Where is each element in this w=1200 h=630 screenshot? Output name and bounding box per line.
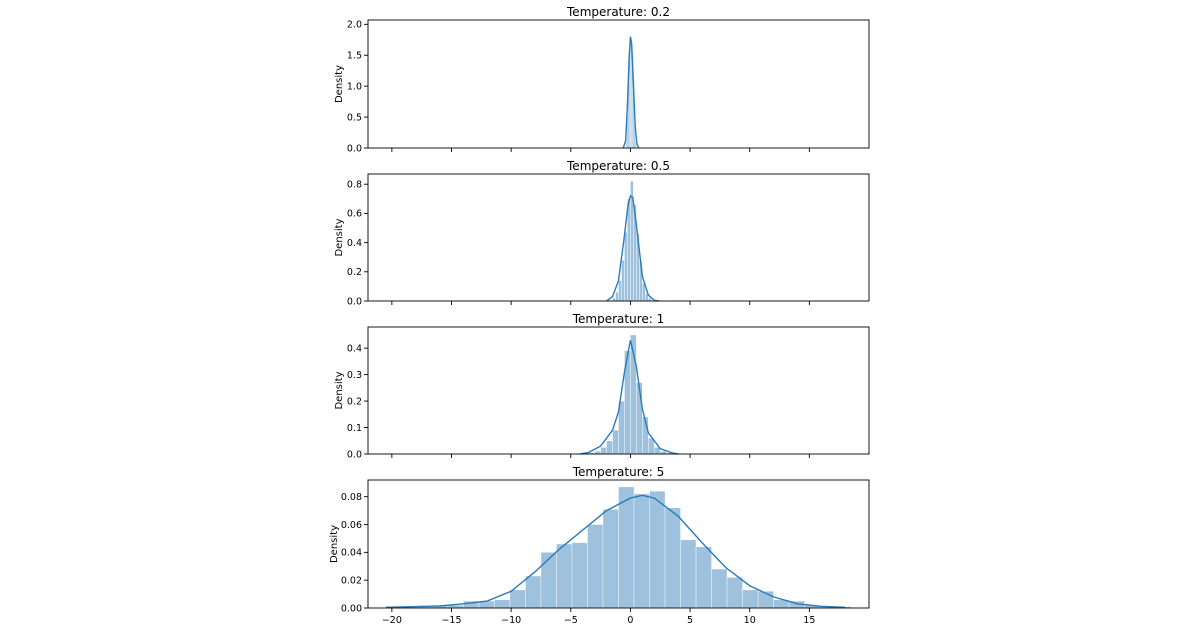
histogram-bar [627, 198, 631, 302]
y-tick-label: 0.8 [347, 180, 362, 191]
y-tick-label: 0.00 [341, 603, 362, 614]
y-tick-label: 0.02 [341, 575, 362, 586]
y-tick-label: 0.06 [341, 520, 362, 531]
axes-frame [367, 173, 870, 302]
histogram-bar [602, 509, 619, 609]
histogram-bar [618, 486, 635, 609]
x-tick-label: −10 [501, 615, 521, 626]
y-tick-label: 0.1 [347, 423, 362, 434]
histogram-bar [618, 280, 622, 302]
x-tick-label: −20 [382, 615, 402, 626]
histogram-bar [726, 577, 743, 609]
y-tick-label: 1.0 [347, 81, 362, 92]
subplot-2: Temperature: 0.5 Density 0.0 0.2 0.4 0.6 0.8 [334, 159, 870, 307]
y-tick-label: 0.0 [347, 296, 362, 307]
subplot-title: Temperature: 1 [572, 312, 665, 326]
x-tick-label: 0 [627, 615, 633, 626]
y-axis-label: Density [334, 371, 345, 409]
histogram-bar [587, 524, 604, 609]
histogram-bar [556, 543, 573, 609]
y-tick-label: 0.08 [341, 492, 362, 503]
histogram-bar [711, 568, 728, 609]
x-tick-label: 10 [744, 615, 756, 626]
subplot-title: Temperature: 0.5 [566, 159, 670, 173]
histogram-bar [525, 575, 542, 609]
histogram-bar [606, 440, 613, 455]
histogram-bar [636, 382, 643, 455]
y-axis-label: Density [329, 525, 340, 563]
y-tick-label: 0.0 [347, 143, 362, 154]
histogram-bar [695, 546, 712, 609]
histogram-bar [633, 493, 650, 609]
y-tick-label: 0.4 [347, 343, 362, 354]
histogram-bar [612, 429, 619, 455]
subplot-3: Temperature: 1 Density 0.0 0.1 0.2 0.3 0.4 [334, 312, 870, 460]
y-tick-label: 2.0 [347, 20, 362, 31]
x-tick-label: −5 [564, 615, 578, 626]
kde-line [606, 194, 660, 302]
histogram-bar [540, 552, 557, 609]
y-tick-label: 0.2 [347, 267, 362, 278]
histogram-bar [494, 599, 511, 609]
x-tick-label: 15 [803, 615, 815, 626]
histogram-bar [600, 447, 607, 455]
y-tick-label: 0.0 [347, 449, 362, 460]
histogram-bar [621, 259, 625, 302]
y-axis-label: Density [334, 218, 345, 256]
y-tick-label: 0.5 [347, 112, 362, 123]
y-tick-label: 0.04 [341, 548, 362, 559]
y-tick-label: 1.5 [347, 51, 362, 62]
histogram-bar [615, 292, 619, 302]
y-tick-label: 0.2 [347, 396, 362, 407]
kde-line [385, 494, 846, 608]
histogram-bar [571, 542, 588, 609]
axes-frame [367, 19, 870, 149]
axes-frame [367, 326, 870, 455]
y-tick-label: 0.4 [347, 238, 362, 249]
x-tick-label: −15 [441, 615, 461, 626]
histogram-bar [742, 589, 759, 609]
y-tick-label: 0.6 [347, 209, 362, 220]
subplot-title: Temperature: 5 [572, 465, 665, 479]
subplot-1: Temperature: 0.2 Density 0.0 0.5 1.0 1.5 2.0 [334, 5, 870, 154]
kde-line [622, 36, 640, 149]
histogram-bar [664, 507, 681, 609]
histogram-bar [624, 232, 628, 302]
x-tick-label: 5 [687, 615, 693, 626]
subplot-4: Temperature: 5 Density 0.00 0.02 0.04 0.06 0.0… [329, 465, 870, 626]
histogram-bar [509, 589, 526, 609]
subplot-title: Temperature: 0.2 [566, 5, 670, 19]
histogram-bar [680, 539, 697, 609]
kde-line [580, 340, 679, 455]
axes-frame [367, 479, 870, 609]
y-tick-label: 0.3 [347, 370, 362, 381]
histogram-bar [649, 490, 666, 609]
y-axis-label: Density [334, 65, 345, 103]
